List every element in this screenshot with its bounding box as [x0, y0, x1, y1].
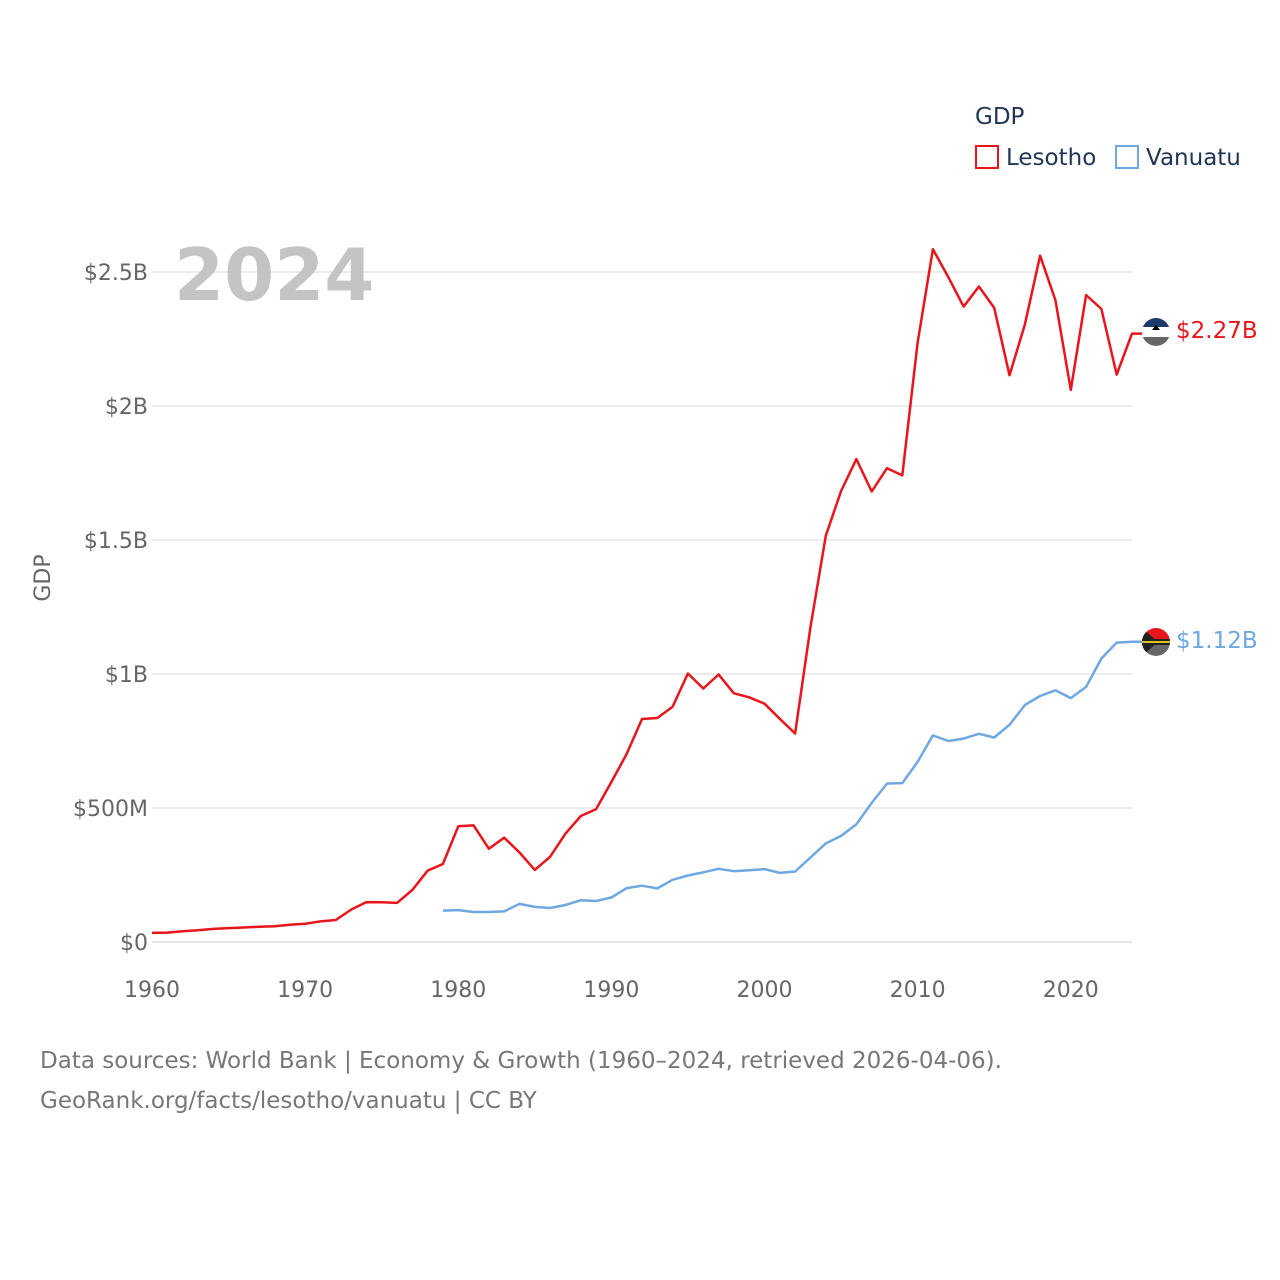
legend-label-vanuatu: Vanuatu — [1146, 145, 1241, 171]
y-tick-label: $1B — [105, 663, 148, 688]
source-line-1: Data sources: World Bank | Economy & Gro… — [40, 1048, 1002, 1074]
lesotho-flag-icon — [1142, 318, 1170, 346]
y-tick-label: $2B — [105, 395, 148, 420]
x-tick-label: 1990 — [583, 978, 639, 1003]
legend-title: GDP — [975, 104, 1025, 130]
grid-lines — [152, 271, 1132, 943]
vanuatu-end-value-label: $1.12B — [1176, 628, 1258, 654]
legend-swatch-lesotho — [975, 145, 999, 169]
y-tick-label: $0 — [120, 931, 148, 956]
series-line-lesotho — [151, 247, 1142, 935]
x-tick-label: 1960 — [124, 978, 180, 1003]
y-axis-ticks: $0 $500M $1B $1.5B $2B $2.5B — [73, 261, 148, 956]
year-label: 2024 — [174, 233, 374, 317]
legend-label-lesotho: Lesotho — [1006, 145, 1096, 171]
x-tick-label: 2000 — [737, 978, 793, 1003]
x-tick-label: 2020 — [1043, 978, 1099, 1003]
source-line-2: GeoRank.org/facts/lesotho/vanuatu | CC B… — [40, 1088, 538, 1114]
x-tick-label: 1970 — [277, 978, 333, 1003]
series-line-vanuatu — [442, 640, 1142, 914]
x-tick-label: 2010 — [890, 978, 946, 1003]
x-axis-ticks: 1960 1970 1980 1990 2000 2010 2020 — [124, 978, 1099, 1003]
y-tick-label: $2.5B — [84, 261, 148, 286]
series-lines — [151, 247, 1142, 935]
legend: GDP Lesotho Vanuatu — [975, 104, 1241, 171]
legend-swatch-vanuatu — [1115, 145, 1139, 169]
y-axis-label: GDP — [31, 554, 56, 601]
x-tick-label: 1980 — [430, 978, 486, 1003]
y-tick-label: $1.5B — [84, 529, 148, 554]
vanuatu-flag-icon — [1142, 628, 1170, 656]
y-tick-label: $500M — [73, 797, 148, 822]
lesotho-end-value-label: $2.27B — [1176, 318, 1258, 344]
